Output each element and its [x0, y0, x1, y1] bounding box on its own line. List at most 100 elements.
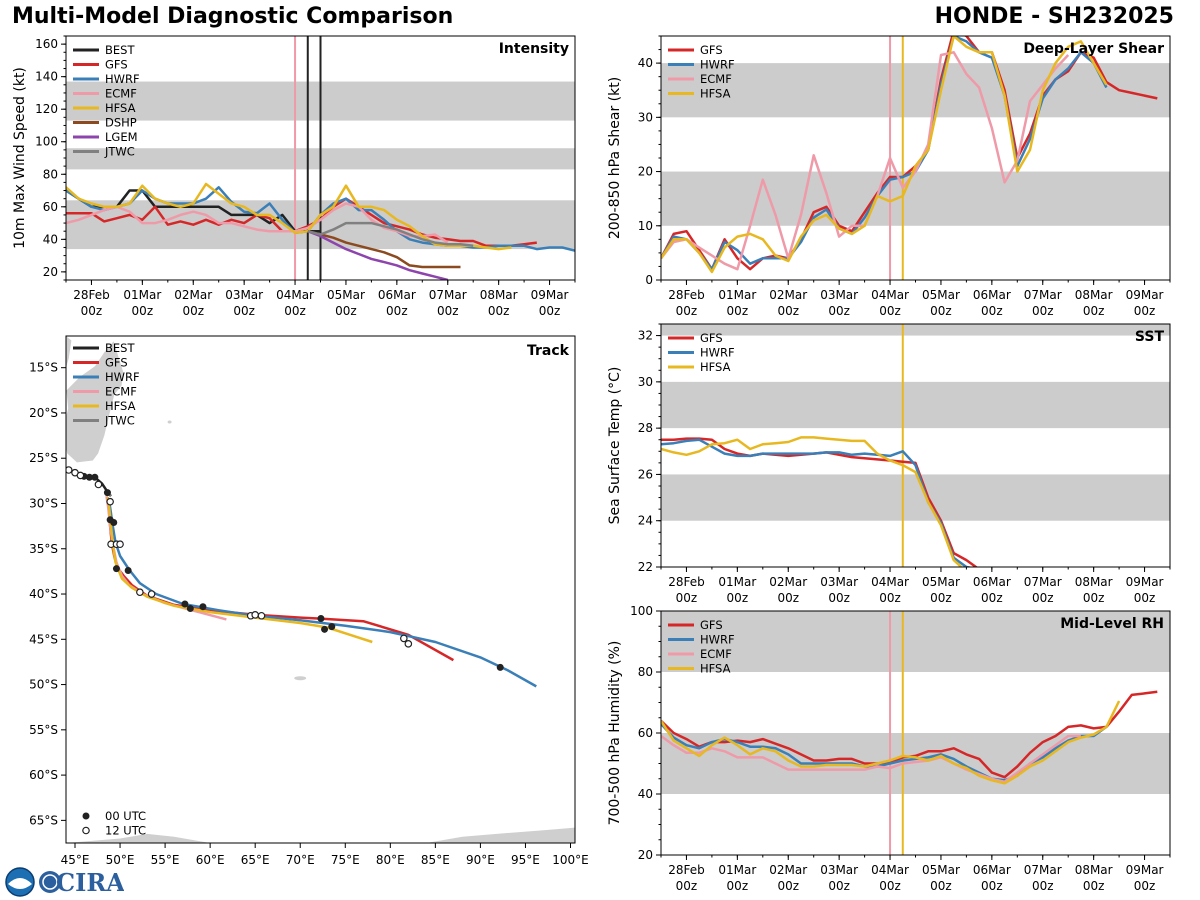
series-HFSA [661, 436, 964, 567]
x-tick-hour: 00z [727, 304, 749, 318]
panel-intensity: 20 40 60 80 100 120 140 160 28Feb 00z 01Mar 00z 02Ma… [12, 35, 576, 318]
y-tick-label: 80 [43, 167, 58, 181]
legend-label-HWRF: HWRF [105, 72, 140, 86]
y-tick-label: 20 [43, 265, 58, 279]
x-tick-hour: 00z [930, 591, 952, 605]
x-tick-day: 06Mar [973, 863, 1011, 877]
y-tick-label: 20 [638, 165, 653, 179]
y-tick-label: 140 [35, 70, 58, 84]
x-tick-day: 28Feb [668, 288, 705, 302]
y-tick-label: 100 [630, 604, 653, 618]
x-tick-hour: 00z [879, 304, 901, 318]
legend-label-HFSA: HFSA [105, 101, 136, 115]
series-HWRF [661, 36, 1108, 271]
logos: CIRA [5, 867, 124, 897]
legend-label-GFS: GFS [105, 58, 128, 72]
x-tick-day: 28Feb [668, 575, 705, 589]
x-tick-hour: 00z [488, 304, 510, 318]
legend-label-HFSA: HFSA [700, 662, 731, 676]
x-tick-day: 04Mar [871, 288, 909, 302]
madagascar-landmass [66, 339, 125, 464]
legend-label-ECMF: ECMF [105, 385, 137, 399]
band-0 [661, 733, 1170, 794]
x-tick-hour: 00z [1083, 591, 1105, 605]
y-tick-label: 10 [638, 219, 653, 233]
legend-label-ECMF: ECMF [700, 647, 732, 661]
x-tick-hour: 00z [1083, 304, 1105, 318]
legend-label-GFS: GFS [700, 618, 723, 632]
panel-title: Intensity [499, 41, 569, 57]
series-GFS [66, 197, 537, 248]
x-tick-hour: 00z [1134, 879, 1156, 893]
y-tick-label: 28 [638, 421, 653, 435]
x-tick-day: 06Mar [378, 288, 416, 302]
x-tick-day: 03Mar [820, 575, 858, 589]
x-tick-day: 02Mar [769, 288, 807, 302]
x-tick-hour: 00z [1134, 591, 1156, 605]
x-tick-day: 07Mar [429, 288, 467, 302]
series-HFSA [66, 182, 512, 251]
y-tick-label: 100 [35, 135, 58, 149]
x-tick-hour: 00z [1032, 879, 1054, 893]
kerguelen-island [294, 676, 307, 681]
x-tick-day: 09Mar [1126, 288, 1164, 302]
y-tick-label: 120 [35, 102, 58, 116]
x-tick-day: 28Feb [668, 863, 705, 877]
y-tick-label: 20°S [29, 406, 58, 420]
y-axis-label: 700-500 hPa Humidity (%) [607, 641, 623, 826]
band-2 [661, 324, 1170, 336]
point-00utc [186, 605, 194, 613]
track-HWRF [106, 496, 537, 688]
point-12utc [136, 588, 144, 597]
y-tick-label: 40 [638, 787, 653, 801]
track-ECMF [105, 496, 227, 621]
point-00utc [181, 600, 189, 608]
x-tick-day: 06Mar [973, 575, 1011, 589]
series-ECMF [661, 734, 1081, 784]
legend-label-BEST: BEST [105, 43, 135, 57]
x-tick-day: 04Mar [276, 288, 314, 302]
cira-logo-text: CIRA [56, 868, 124, 897]
legend-label-HFSA: HFSA [700, 360, 731, 374]
y-tick-label: 60 [43, 200, 58, 214]
panel-title: Mid-Level RH [1060, 616, 1164, 632]
series-LGEM [307, 230, 449, 280]
series-group [661, 36, 1158, 274]
legend-12utc-label: 12 UTC [105, 824, 146, 838]
x-tick-label: 45°E [61, 853, 90, 867]
x-tick-hour: 00z [879, 879, 901, 893]
x-tick-day: 01Mar [718, 575, 756, 589]
x-tick-day: 02Mar [769, 863, 807, 877]
y-tick-label: 45°S [29, 632, 58, 646]
point-12utc [94, 480, 103, 489]
legend-label-HFSA: HFSA [700, 87, 731, 101]
y-tick-label: 55°S [29, 723, 58, 737]
x-tick-day: 06Mar [973, 288, 1011, 302]
legend-00utc-marker [82, 812, 90, 820]
point-12utc [106, 497, 114, 506]
point-00utc [496, 663, 504, 671]
panel-title: Track [527, 343, 570, 359]
y-tick-label: 50°S [29, 678, 58, 692]
x-tick-day: 09Mar [1126, 575, 1164, 589]
plot-frame [660, 323, 1171, 568]
x-tick-hour: 00z [879, 591, 901, 605]
legend-label-HWRF: HWRF [700, 58, 735, 72]
x-tick-day: 07Mar [1024, 575, 1062, 589]
point-00utc [103, 489, 111, 497]
legend-label-HWRF: HWRF [700, 346, 735, 360]
storm-title: HONDE - SH232025 [934, 4, 1174, 29]
x-tick-hour: 00z [539, 304, 561, 318]
legend-00utc-label: 00 UTC [105, 809, 146, 823]
x-tick-day: 07Mar [1024, 288, 1062, 302]
legend-label-HWRF: HWRF [105, 370, 140, 384]
legend-label-GFS: GFS [700, 331, 723, 345]
x-tick-day: 09Mar [1126, 863, 1164, 877]
x-tick-hour: 00z [437, 304, 459, 318]
x-tick-label: 75°E [331, 853, 360, 867]
x-tick-hour: 00z [132, 304, 154, 318]
x-tick-hour: 00z [777, 591, 799, 605]
series-HFSA [661, 700, 1121, 785]
x-tick-label: 50°E [106, 853, 135, 867]
